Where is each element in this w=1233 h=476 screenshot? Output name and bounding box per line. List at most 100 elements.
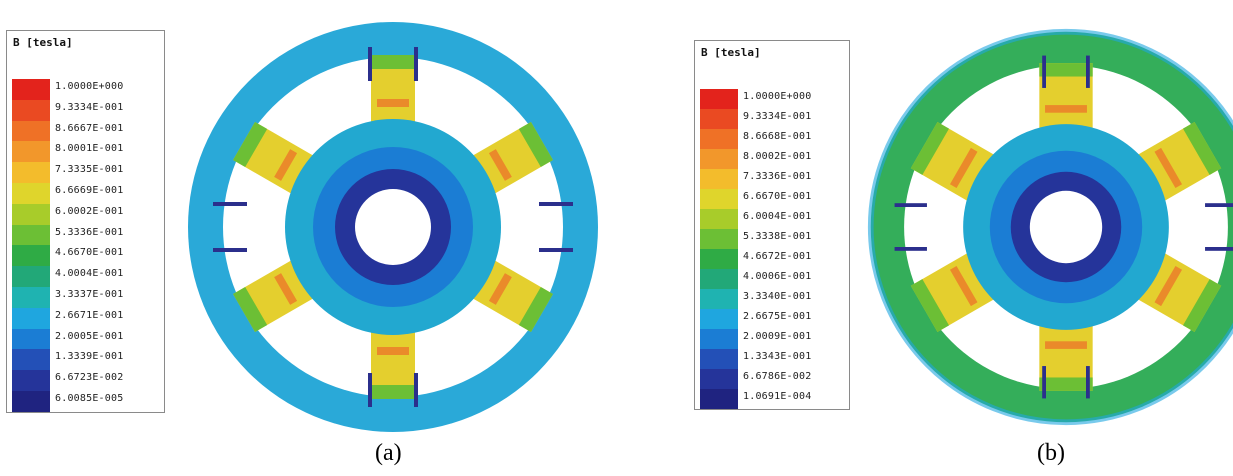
tooth-root (910, 279, 950, 332)
tooth-hotspot (377, 347, 409, 355)
legend-swatch (12, 99, 50, 121)
coil-bar (1086, 55, 1090, 88)
coil-bar (1205, 203, 1233, 207)
tooth-hotspot (949, 265, 978, 307)
legend-entry: 4.0004E-001 (7, 266, 164, 287)
motor-flux-plot-a (188, 22, 598, 432)
coil-bar (1205, 247, 1233, 251)
legend-swatch (700, 89, 738, 109)
legend-swatch (12, 224, 50, 246)
legend-swatch (12, 120, 50, 142)
legend-swatch (700, 129, 738, 149)
coil-bar (414, 47, 418, 81)
coil-bar (1042, 366, 1046, 399)
legend-value: 5.3336E-001 (55, 226, 124, 238)
legend-entry: 8.0002E-001 (695, 149, 849, 169)
tooth-hotspot (488, 273, 512, 305)
legend-swatch (700, 269, 738, 289)
legend-entry: 1.3339E-001 (7, 349, 164, 371)
legend-value: 8.0002E-001 (743, 151, 812, 162)
legend-title-b: B [tesla] (701, 46, 761, 59)
legend-value: 1.0000E+000 (743, 91, 812, 102)
legend-value: 6.0002E-001 (55, 205, 124, 217)
legend-entry: 9.3334E-001 (7, 99, 164, 121)
coil-pair (1042, 366, 1090, 399)
legend-value: 2.0009E-001 (743, 331, 812, 342)
legend-value: 1.0691E-004 (743, 391, 812, 402)
legend-value: 1.0000E+000 (55, 81, 124, 92)
legend-entry: 2.0009E-001 (695, 329, 849, 349)
legend-swatch (700, 229, 738, 249)
legend-swatch (700, 169, 738, 189)
legend-entry: 6.6669E-001 (7, 183, 164, 204)
legend-entry: 6.0002E-001 (7, 203, 164, 225)
tooth-root (1039, 377, 1093, 391)
legend-entry: 6.6670E-001 (695, 189, 849, 209)
legend-entry: 6.6723E-002 (7, 370, 164, 391)
legend-entry: 8.6668E-001 (695, 129, 849, 149)
tooth-hotspot (1154, 265, 1183, 307)
legend-value: 4.6672E-001 (743, 251, 812, 262)
legend-value: 6.0004E-001 (743, 211, 812, 222)
legend-value: 6.0085E-005 (55, 393, 124, 404)
legend-swatch (12, 162, 50, 183)
legend-a: B [tesla] 1.0000E+000 9.3334E-001 8.6667E-… (6, 30, 165, 413)
legend-swatch (12, 307, 50, 329)
motor-flux-plot-b (867, 28, 1233, 426)
tooth-hotspot (377, 99, 409, 107)
legend-value: 4.6670E-001 (55, 247, 124, 259)
legend-swatch (700, 329, 738, 349)
legend-swatch (700, 389, 738, 409)
legend-swatch (700, 149, 738, 169)
legend-value: 9.3334E-001 (55, 101, 124, 113)
legend-entry: 6.6786E-002 (695, 369, 849, 389)
tooth-root (518, 286, 553, 333)
stator-tooth (470, 258, 553, 333)
stator-tooth (1039, 324, 1093, 391)
legend-value: 4.0006E-001 (743, 271, 812, 282)
legend-entry: 8.6667E-001 (7, 120, 164, 142)
legend-value: 1.3339E-001 (55, 351, 124, 363)
coil-bar (368, 373, 372, 407)
tooth-root (910, 122, 950, 175)
coil-bar (539, 248, 573, 252)
legend-entry: 2.0005E-001 (7, 328, 164, 350)
tooth-root (1182, 279, 1222, 332)
stator-tooth (470, 121, 553, 196)
legend-value: 2.0005E-001 (55, 330, 124, 342)
legend-swatch (700, 289, 738, 309)
legend-value: 4.0004E-001 (55, 268, 124, 280)
tooth-hotspot (1045, 105, 1087, 113)
tooth-root (371, 55, 415, 69)
tooth-hotspot (1154, 147, 1183, 189)
tooth-root (233, 121, 268, 168)
legend-entry: 4.6670E-001 (7, 245, 164, 267)
tooth-hotspot (949, 147, 978, 189)
legend-value: 6.6786E-002 (743, 371, 812, 382)
coil-bar (894, 247, 927, 251)
shaft-hole (355, 189, 431, 265)
legend-entry: 7.3335E-001 (7, 162, 164, 183)
coil-pair (1042, 55, 1090, 88)
legend-entry: 4.0006E-001 (695, 269, 849, 289)
legend-swatch (700, 249, 738, 269)
tooth-root (233, 286, 268, 333)
legend-value: 8.6667E-001 (55, 122, 124, 134)
legend-swatch (12, 141, 50, 163)
legend-swatch (12, 203, 50, 225)
tooth-root (1182, 122, 1222, 175)
stator-tooth (371, 329, 415, 399)
stator-tooth (371, 55, 415, 125)
coil-bar (213, 202, 247, 206)
legend-value: 9.3334E-001 (743, 111, 812, 122)
caption-a: (a) (375, 440, 402, 466)
legend-entry: 7.3336E-001 (695, 169, 849, 189)
legend-entry: 1.0000E+000 (695, 89, 849, 109)
stator-tooth (1039, 63, 1093, 130)
legend-swatch (700, 109, 738, 129)
legend-value: 7.3336E-001 (743, 171, 812, 182)
coil-bar (368, 47, 372, 81)
coil-pair (894, 203, 927, 251)
legend-value: 7.3335E-001 (55, 164, 124, 176)
coil-bar (1042, 55, 1046, 88)
